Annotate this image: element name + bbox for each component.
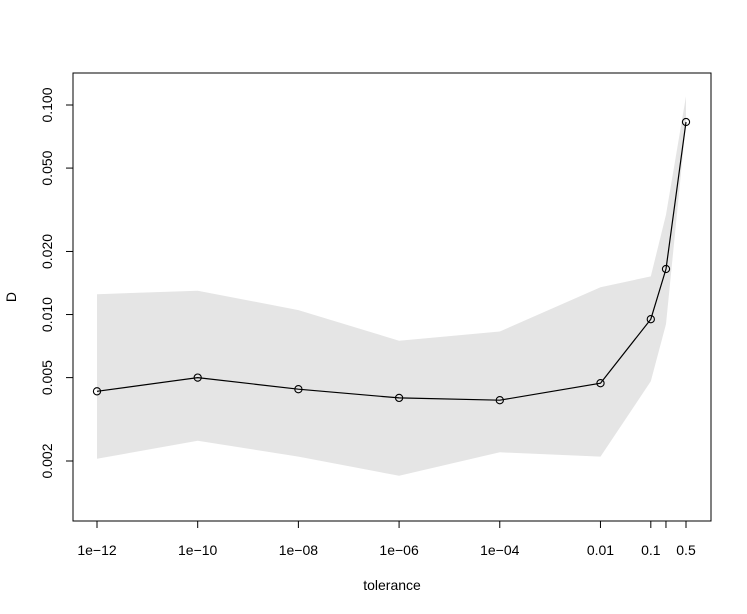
y-tick-label: 0.100 [39,87,55,122]
data-points-layer [92,117,691,405]
y-axis-label: D [3,292,19,302]
x-tick-label: 0.1 [641,542,661,558]
x-tick-label: 1e−10 [178,542,218,558]
data-point [661,264,671,274]
y-tick-label: 0.002 [39,443,55,478]
confidence-band [97,96,686,476]
x-tick-label: 1e−06 [379,542,419,558]
data-point [394,393,404,403]
y-tick-label: 0.005 [39,360,55,395]
data-point [193,373,202,382]
series-line [96,121,687,401]
x-tick-label: 1e−04 [480,542,520,558]
x-tick-label: 1e−08 [279,542,319,558]
y-axis: 0.002 0.005 0.010 0.020 0.050 0.100 [39,87,74,479]
x-tick-label: 0.01 [587,542,614,558]
data-point [646,315,655,324]
x-tick-label: 0.5 [676,542,696,558]
y-tick-label: 0.050 [39,150,55,185]
y-tick-label: 0.010 [39,297,55,332]
x-axis-label: tolerance [363,577,421,593]
y-tick-label: 0.020 [39,234,55,269]
series-line-layer [96,121,687,401]
data-point [294,385,303,394]
data-point [596,379,605,388]
x-axis: 1e−12 1e−10 1e−08 1e−06 1e−04 0.01 0.1 0.5 [77,520,696,558]
data-point [92,387,102,396]
data-point [681,117,691,127]
x-tick-label: 1e−12 [77,542,117,558]
data-point [495,396,504,405]
confidence-band-layer [97,96,686,476]
